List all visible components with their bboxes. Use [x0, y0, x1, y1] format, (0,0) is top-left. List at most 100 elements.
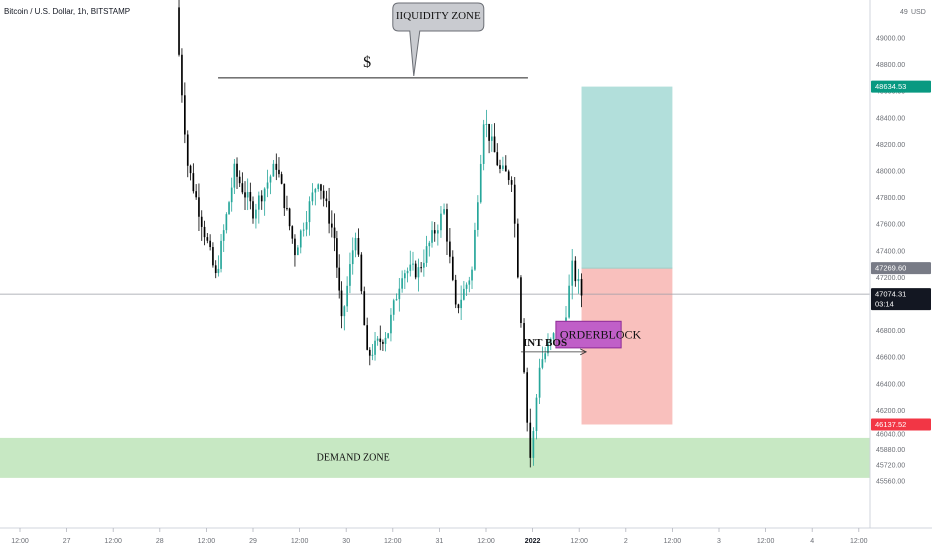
candle-body[interactable]: [571, 260, 574, 286]
candle-body[interactable]: [291, 226, 294, 239]
candle-body[interactable]: [523, 322, 525, 373]
candle-body[interactable]: [403, 273, 406, 279]
candle-body[interactable]: [294, 238, 296, 256]
candle-body[interactable]: [493, 136, 496, 153]
candle-body[interactable]: [502, 165, 504, 169]
candle-body[interactable]: [305, 222, 308, 230]
candle-body[interactable]: [382, 341, 384, 344]
time-axis[interactable]: 12:00 27 12:00 28 12:00 29 12:00 30 12:00 31 12:00…: [11, 528, 868, 545]
candle-body[interactable]: [412, 263, 414, 265]
candle-body[interactable]: [471, 269, 473, 281]
candle-body[interactable]: [314, 189, 317, 193]
candle-body[interactable]: [203, 226, 206, 238]
candle-body[interactable]: [280, 174, 283, 184]
candle-body[interactable]: [214, 265, 217, 274]
candle-body[interactable]: [246, 192, 249, 198]
candle-body[interactable]: [230, 187, 233, 203]
candle-body[interactable]: [272, 163, 275, 177]
candle-body[interactable]: [474, 229, 476, 270]
candle-body[interactable]: [275, 163, 278, 170]
candle-body[interactable]: [387, 333, 389, 338]
candle-body[interactable]: [222, 230, 225, 241]
candle-body[interactable]: [451, 256, 454, 280]
candle-body[interactable]: [195, 191, 197, 198]
long-position-target-zone[interactable]: [581, 86, 673, 269]
candle-body[interactable]: [236, 163, 238, 177]
candle-body[interactable]: [568, 285, 570, 318]
candle-body[interactable]: [354, 238, 357, 251]
candle-body[interactable]: [488, 123, 490, 141]
candle-body[interactable]: [192, 173, 195, 192]
candle-body[interactable]: [420, 267, 422, 269]
candle-body[interactable]: [384, 337, 387, 344]
candle-body[interactable]: [552, 333, 555, 339]
candle-body[interactable]: [504, 165, 507, 172]
candle-body[interactable]: [460, 299, 462, 309]
candle-body[interactable]: [374, 340, 376, 355]
candle-body[interactable]: [401, 278, 403, 289]
liquidity-zone-callout[interactable]: [392, 2, 485, 76]
candle-body[interactable]: [431, 230, 433, 243]
candle-body[interactable]: [398, 288, 401, 300]
candle-body[interactable]: [225, 214, 228, 231]
candle-body[interactable]: [325, 198, 328, 202]
candle-body[interactable]: [217, 268, 220, 274]
candle-body[interactable]: [395, 299, 398, 301]
candle-body[interactable]: [302, 229, 305, 231]
candle-body[interactable]: [547, 343, 549, 354]
candle-body[interactable]: [330, 223, 333, 228]
candle-body[interactable]: [433, 230, 436, 234]
candle-body[interactable]: [520, 277, 522, 323]
candle-body[interactable]: [283, 183, 286, 209]
candle-body[interactable]: [349, 264, 351, 286]
candle-body[interactable]: [328, 201, 330, 224]
candle-body[interactable]: [186, 134, 189, 166]
candle-body[interactable]: [371, 354, 374, 356]
candle-body[interactable]: [517, 223, 519, 278]
candle-body[interactable]: [457, 304, 460, 309]
candle-body[interactable]: [317, 184, 320, 190]
candle-body[interactable]: [437, 230, 439, 234]
candle-body[interactable]: [463, 288, 465, 300]
candle-body[interactable]: [266, 182, 269, 189]
candle-body[interactable]: [252, 201, 254, 219]
candle-body[interactable]: [544, 353, 547, 360]
candle-body[interactable]: [406, 270, 409, 274]
candle-body[interactable]: [360, 254, 363, 292]
candle-body[interactable]: [212, 247, 214, 266]
candle-body[interactable]: [357, 238, 360, 255]
candle-body[interactable]: [320, 184, 322, 191]
candle-body[interactable]: [449, 241, 451, 257]
candle-body[interactable]: [428, 242, 431, 247]
candle-body[interactable]: [238, 176, 241, 184]
candle-body[interactable]: [200, 216, 203, 227]
candle-body[interactable]: [496, 152, 499, 166]
candle-body[interactable]: [510, 180, 513, 185]
candle-body[interactable]: [178, 7, 180, 55]
candle-body[interactable]: [322, 190, 325, 199]
candle-body[interactable]: [513, 184, 516, 224]
candle-body[interactable]: [255, 209, 257, 219]
candle-body[interactable]: [535, 397, 538, 432]
candle-body[interactable]: [181, 54, 183, 96]
candle-body[interactable]: [507, 171, 510, 181]
candle-body[interactable]: [440, 213, 442, 231]
candle-body[interactable]: [390, 314, 392, 334]
candle-body[interactable]: [574, 260, 577, 282]
candle-body[interactable]: [423, 262, 425, 268]
candle-body[interactable]: [299, 230, 302, 248]
candle-body[interactable]: [206, 237, 209, 241]
candle-body[interactable]: [443, 209, 445, 214]
candle-body[interactable]: [479, 163, 482, 203]
candle-body[interactable]: [340, 290, 343, 317]
candle-body[interactable]: [343, 306, 346, 317]
candle-body[interactable]: [477, 202, 479, 230]
candle-body[interactable]: [351, 250, 354, 265]
candle-body[interactable]: [485, 123, 488, 125]
candle-body[interactable]: [278, 169, 280, 175]
candle-body[interactable]: [288, 208, 291, 227]
candle-body[interactable]: [468, 280, 471, 285]
candle-body[interactable]: [228, 202, 230, 215]
candle-body[interactable]: [286, 208, 288, 210]
